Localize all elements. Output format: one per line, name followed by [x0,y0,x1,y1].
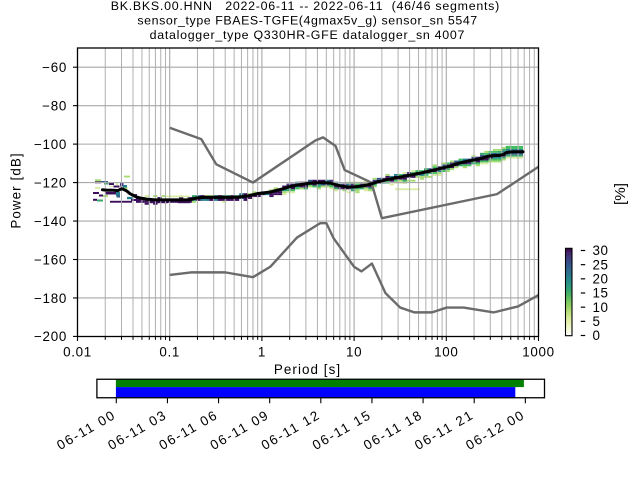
svg-text:−200: −200 [34,329,67,344]
svg-text:10: 10 [346,345,362,360]
svg-text:BK.BKS.00.HNN 2022-06-11 --: BK.BKS.00.HNN 2022-06-11 -- 2022-06-11 (… [111,0,500,13]
svg-text:1: 1 [258,345,266,360]
svg-text:15: 15 [593,286,609,301]
svg-text:0.01: 0.01 [63,345,92,360]
svg-text:25: 25 [593,257,609,272]
svg-text:0: 0 [593,328,601,343]
svg-text:10: 10 [593,300,609,315]
svg-text:datalogger_type Q330HR-GFE dat: datalogger_type Q330HR-GFE datalogger_sn… [150,28,465,42]
svg-text:30: 30 [593,243,609,258]
svg-text:−160: −160 [34,252,67,267]
svg-text:−140: −140 [34,214,67,229]
svg-text:20: 20 [593,272,609,287]
svg-text:Power [dB]: Power [dB] [9,153,24,228]
svg-text:Period [s]: Period [s] [274,362,340,377]
svg-text:sensor_type FBAES-TGFE(4gmax5v: sensor_type FBAES-TGFE(4gmax5v_g) sensor… [137,13,477,27]
svg-text:[%]: [%] [612,183,629,205]
svg-text:−120: −120 [34,175,67,190]
svg-text:−60: −60 [42,60,67,75]
svg-text:0.1: 0.1 [159,345,180,360]
svg-text:5: 5 [593,314,601,329]
svg-text:1000: 1000 [522,345,555,360]
svg-text:−80: −80 [42,98,67,113]
svg-text:−100: −100 [34,137,67,152]
svg-text:100: 100 [434,345,458,360]
svg-text:−180: −180 [34,291,67,306]
